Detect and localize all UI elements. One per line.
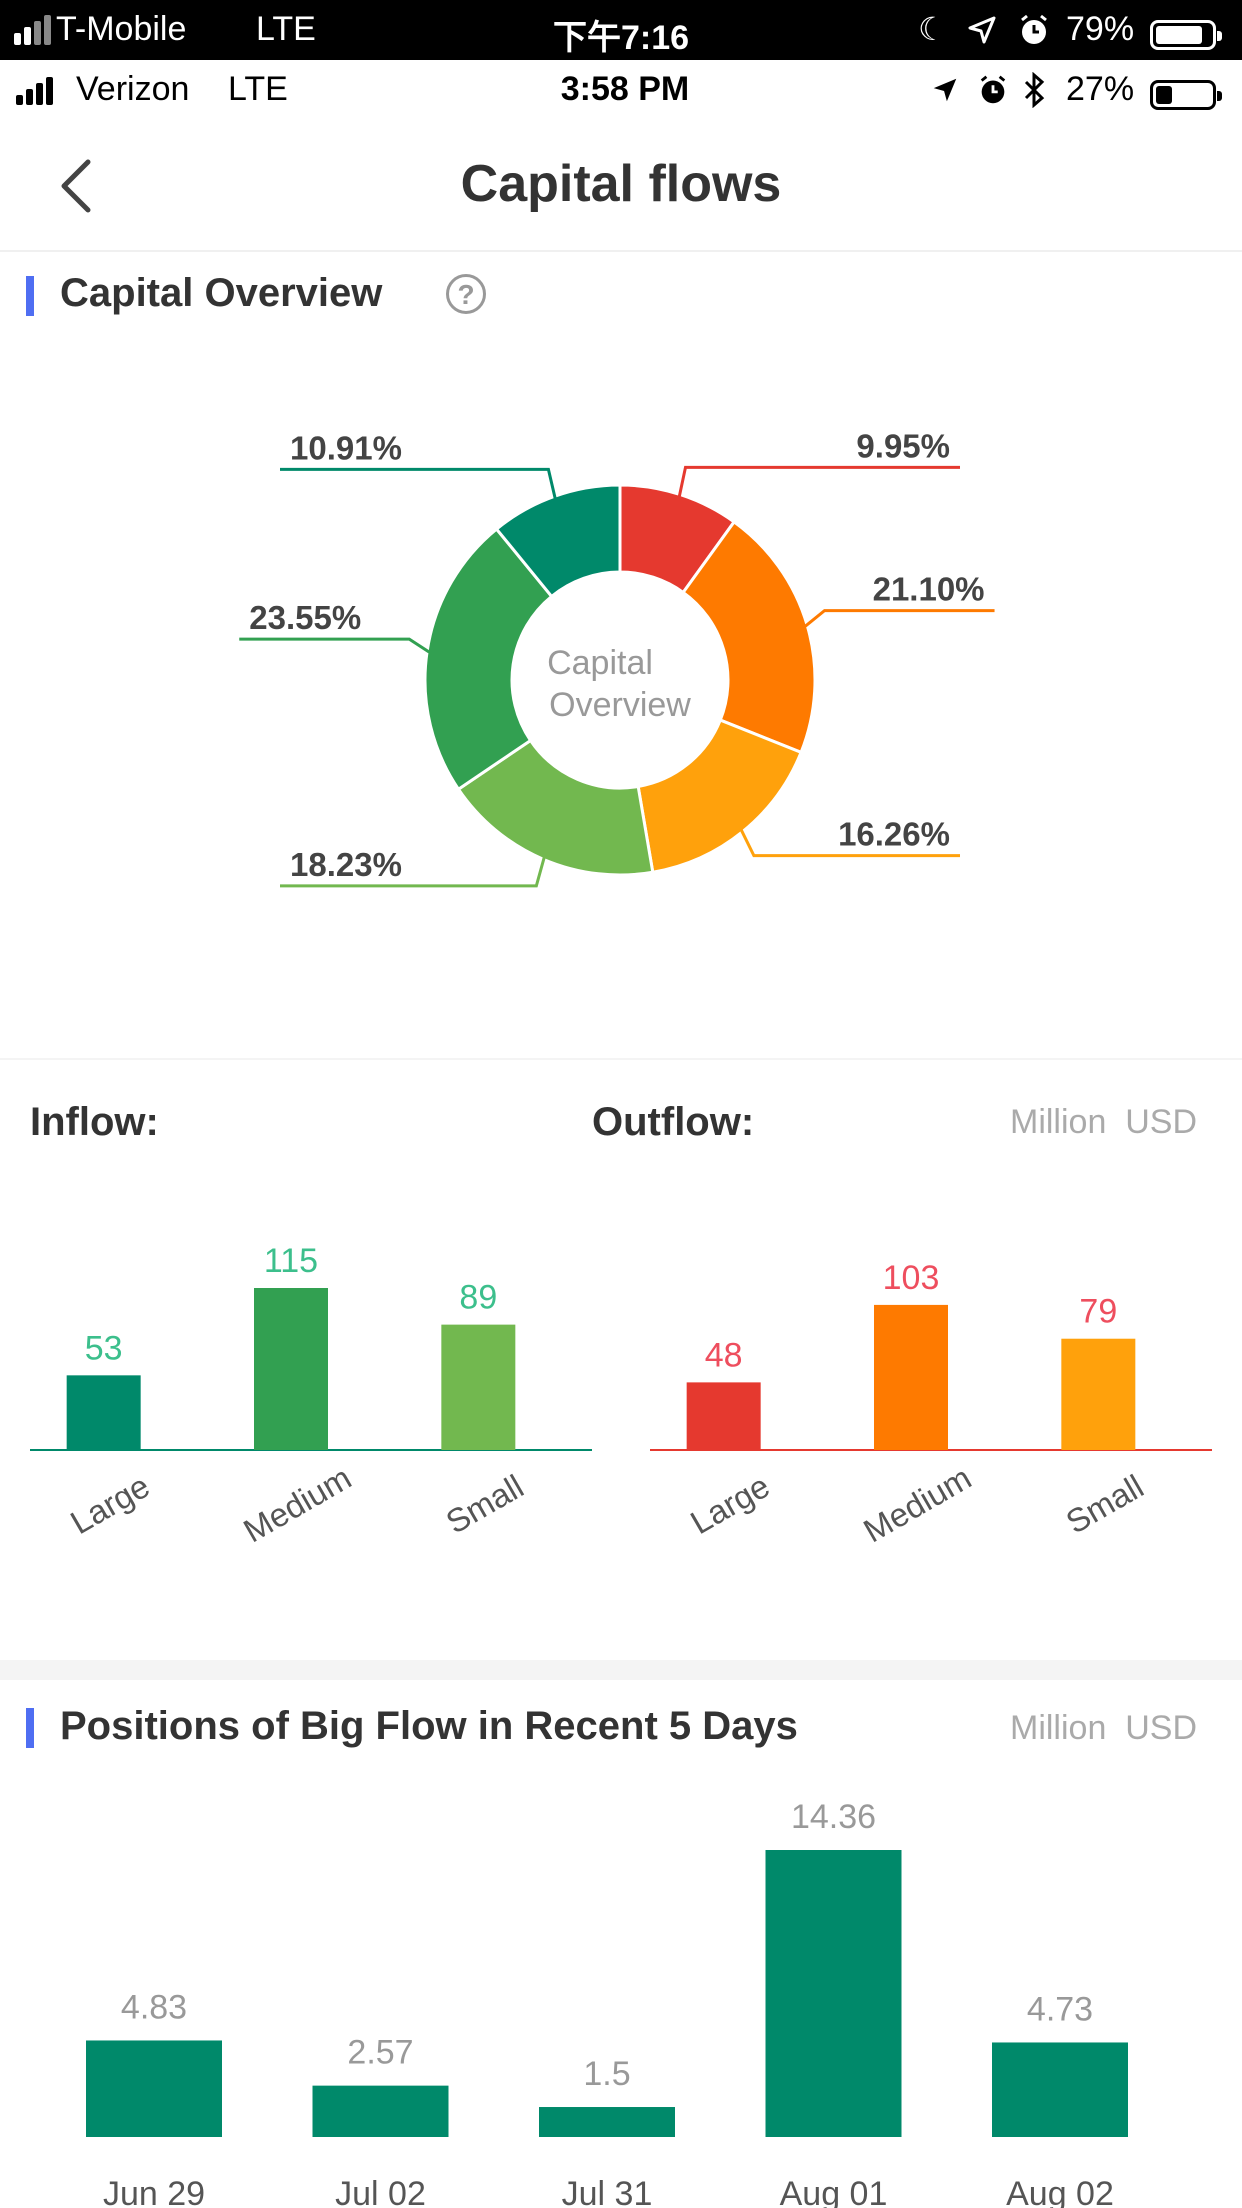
inner-carrier: Verizon (76, 70, 190, 108)
outflow-category-label: Small (1060, 1467, 1150, 1540)
donut-center-line1: Capital (547, 644, 653, 682)
donut-slice-10-91 (494, 483, 622, 599)
alarm-icon (1021, 14, 1047, 44)
inner-battery-text: 27% (1066, 70, 1135, 108)
inflow-bar-small (441, 1324, 516, 1450)
outflow-bar-large (686, 1382, 761, 1450)
outer-time: 下午7:16 (552, 19, 690, 57)
big-flow-bar-jun-29 (86, 2040, 222, 2137)
outflow-value-label: 103 (883, 1259, 940, 1297)
signal-icon (16, 75, 56, 114)
donut-leader-line (739, 829, 960, 858)
bluetooth-icon (1024, 72, 1045, 108)
overview-title: Capital Overview (60, 271, 383, 315)
big-flow-value-label: 2.57 (347, 2034, 413, 2072)
donut-slice-label: 9.95% (856, 427, 950, 464)
donut-slice-label: 21.10% (873, 571, 985, 608)
donut-slice-18-23 (456, 738, 655, 877)
moon-icon: ☾ (918, 11, 947, 47)
donut-slice-label: 16.26% (838, 816, 950, 853)
capital-overview-donut: 9.95% 21.10% 16.26% 18.23% 23.55% 10.91% Capi… (239, 427, 995, 888)
divider (0, 1058, 1242, 1060)
inflow-bar-medium (254, 1288, 328, 1450)
section-accent-bar (26, 276, 34, 316)
big-flow-unit: Million USD (1010, 1709, 1198, 1747)
location-icon (968, 16, 996, 44)
outer-network: LTE (256, 10, 316, 48)
navigation-bar: Capital flows (0, 120, 1242, 252)
flows-unit: Million USD (1010, 1103, 1198, 1141)
outflow-value-label: 79 (1079, 1293, 1117, 1331)
location-icon (933, 78, 957, 102)
donut-slice-16-26 (636, 718, 804, 874)
page-title: Capital flows (460, 155, 782, 213)
donut-leader-line (280, 857, 546, 888)
inflow-value-label: 115 (264, 1242, 318, 1280)
outflow-value-label: 48 (705, 1336, 743, 1374)
inner-status-bar: Verizon LTE 3:58 PM 27% (0, 60, 1242, 120)
big-flow-bar-jul-31 (539, 2107, 675, 2137)
inflow-value-label: 89 (459, 1279, 497, 1317)
outflow-label: Outflow: (592, 1100, 755, 1144)
big-flow-category-label: Jul 31 (562, 2175, 653, 2208)
outer-status-bar: T-Mobile LTE 下午7:16 ☾ 79% (0, 0, 1242, 60)
outflow-category-label: Large (684, 1467, 776, 1541)
big-flow-bar-jul-02 (312, 2085, 449, 2137)
big-flow-bar-aug-01 (765, 1850, 902, 2137)
alarm-icon (980, 75, 1006, 104)
donut-slice-21-10 (681, 519, 817, 755)
big-flow-value-label: 4.73 (1027, 1990, 1093, 2028)
big-flow-category-label: Aug 01 (780, 2175, 888, 2208)
outflow-category-label: Medium (857, 1459, 977, 1550)
donut-center-line2: Overview (549, 686, 691, 724)
back-icon[interactable] (50, 156, 110, 216)
inflow-outflow-bars: 53 Large 115 Medium 89 Small 48 Large 103 Medium… (30, 1242, 1212, 1550)
big-flow-value-label: 1.5 (583, 2055, 630, 2093)
big-flow-value-label: 4.83 (121, 1988, 187, 2026)
section-accent-bar (26, 1708, 34, 1748)
inner-time: 3:58 PM (560, 70, 690, 108)
inflow-category-label: Small (440, 1467, 530, 1540)
inflow-category-label: Medium (237, 1459, 357, 1550)
inflow-bar-large (66, 1375, 141, 1450)
donut-slice-label: 18.23% (290, 846, 402, 883)
donut-leader-line (239, 637, 430, 654)
big-flow-category-label: Jul 02 (335, 2175, 426, 2208)
outer-battery-text: 79% (1066, 10, 1135, 48)
outflow-bar-small (1061, 1338, 1136, 1450)
outer-battery-icon (1150, 20, 1222, 51)
big-flow-title: Positions of Big Flow in Recent 5 Days (60, 1704, 798, 1748)
inflow-category-label: Large (64, 1467, 156, 1541)
inflow-label: Inflow: (30, 1100, 159, 1144)
inner-battery-icon (1150, 80, 1222, 111)
signal-icon (14, 15, 54, 54)
big-flow-category-label: Aug 02 (1006, 2175, 1114, 2208)
donut-leader-line (677, 465, 960, 497)
donut-slice-label: 10.91% (290, 429, 402, 466)
big-flow-bars: 4.83 Jun 29 2.57 Jul 02 1.5 Jul 31 14.36 Aug 01… (86, 1798, 1128, 2208)
section-divider (0, 1660, 1242, 1680)
big-flow-bar-aug-02 (992, 2042, 1128, 2137)
donut-slice-23-55 (423, 526, 554, 792)
help-icon[interactable]: ? (446, 274, 486, 314)
donut-slice-label: 23.55% (249, 599, 361, 636)
inflow-value-label: 53 (85, 1329, 123, 1367)
big-flow-category-label: Jun 29 (103, 2175, 205, 2208)
outflow-bar-medium (874, 1304, 948, 1450)
donut-leader-line (804, 609, 995, 628)
donut-leader-line (280, 467, 557, 499)
inner-network: LTE (228, 70, 288, 108)
outer-carrier: T-Mobile (56, 10, 187, 48)
big-flow-value-label: 14.36 (791, 1798, 876, 1836)
